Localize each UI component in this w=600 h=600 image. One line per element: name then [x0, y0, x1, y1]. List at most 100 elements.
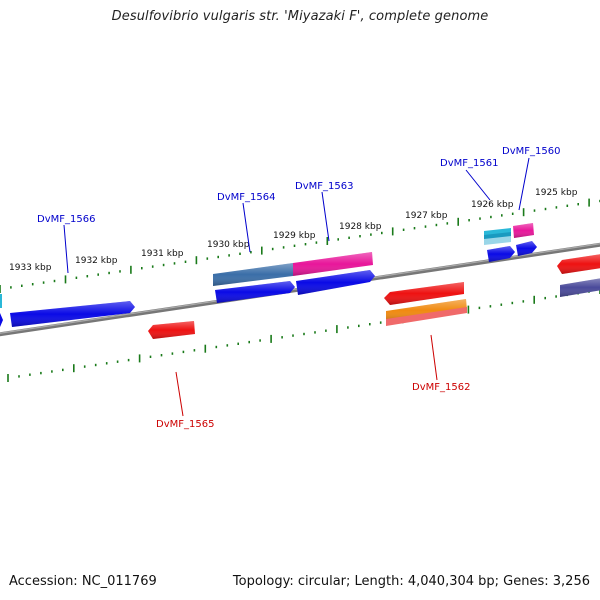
gene-arrow-shade — [296, 270, 375, 295]
minor-tick — [18, 375, 20, 378]
gene-label: DvMF_1564 — [217, 192, 275, 203]
map-title: Desulfovibrio vulgaris str. 'Miyazaki F'… — [111, 9, 489, 24]
minor-tick — [370, 233, 372, 236]
minor-tick — [215, 345, 218, 349]
major-tick — [336, 325, 338, 334]
minor-tick — [478, 306, 481, 310]
major-tick — [0, 285, 1, 293]
leader-line — [430, 334, 438, 381]
gene-arrow-shade — [516, 241, 537, 256]
minor-tick — [446, 222, 449, 225]
accession-text: Accession: NC_011769 — [9, 574, 157, 589]
minor-tick — [325, 329, 327, 332]
scale-label: 1932 kbp — [75, 256, 118, 266]
minor-tick — [337, 238, 339, 241]
minor-tick — [282, 246, 285, 249]
minor-tick — [127, 358, 130, 362]
minor-tick — [116, 360, 119, 363]
minor-tick — [304, 243, 307, 246]
minor-tick — [281, 336, 283, 339]
minor-tick — [40, 371, 42, 375]
leader-line — [242, 202, 251, 253]
gene-arrow — [386, 307, 467, 326]
minor-tick — [149, 355, 152, 358]
gene-arrow-shade — [384, 282, 464, 305]
scale-label: 1928 kbp — [339, 222, 382, 232]
minor-tick — [544, 207, 547, 211]
major-tick — [64, 275, 67, 284]
leader-line — [518, 157, 530, 211]
minor-tick — [522, 300, 525, 303]
minor-tick — [490, 215, 492, 219]
minor-tick — [369, 323, 371, 326]
gene-arrow-shade — [148, 321, 195, 339]
major-tick — [138, 354, 141, 363]
scale-label: 1926 kbp — [471, 200, 514, 210]
major-tick — [195, 256, 198, 265]
major-tick — [270, 334, 272, 343]
minor-tick — [206, 257, 209, 260]
gene-arrow-shade — [487, 246, 515, 262]
scale-label: 1927 kbp — [405, 211, 448, 221]
minor-tick — [94, 363, 97, 367]
minor-tick — [173, 262, 176, 265]
major-tick — [326, 237, 329, 245]
minor-tick — [511, 212, 514, 215]
gene-arrow-shade — [10, 301, 135, 327]
minor-tick — [479, 217, 481, 220]
gene-label: DvMF_1565 — [156, 419, 214, 430]
major-tick — [457, 217, 459, 226]
major-tick — [522, 208, 525, 217]
minor-tick — [62, 368, 64, 372]
minor-tick — [105, 362, 108, 365]
major-tick — [261, 246, 263, 255]
scale-label: 1929 kbp — [273, 231, 316, 241]
gene-label: DvMF_1563 — [295, 181, 353, 192]
major-tick — [533, 295, 535, 304]
minor-tick — [555, 295, 557, 298]
minor-tick — [75, 276, 78, 279]
gene-label: DvMF_1560 — [502, 146, 560, 157]
major-tick — [588, 198, 590, 207]
minor-tick — [555, 206, 558, 209]
scale-label: 1925 kbp — [535, 188, 578, 198]
gene-arrow-shade — [213, 263, 293, 286]
minor-tick — [424, 225, 427, 228]
minor-tick — [53, 279, 56, 283]
major-tick — [7, 374, 9, 382]
minor-tick — [435, 223, 438, 227]
minor-tick — [577, 203, 579, 206]
gene-arrow — [0, 313, 3, 327]
gene-label: DvMF_1561 — [440, 158, 498, 169]
minor-tick — [511, 301, 514, 305]
minor-tick — [86, 275, 89, 278]
minor-tick — [359, 235, 361, 238]
gene-arrow-shade — [293, 252, 373, 276]
minor-tick — [21, 284, 23, 287]
minor-tick — [42, 281, 45, 284]
genome-info-text: Topology: circular; Length: 4,040,304 bp… — [232, 574, 590, 589]
minor-tick — [151, 265, 154, 268]
minor-tick — [271, 247, 274, 251]
minor-tick — [119, 270, 121, 273]
inner-scale-ticks — [7, 286, 600, 382]
gene-label: DvMF_1562 — [412, 382, 470, 393]
minor-tick — [83, 365, 86, 368]
minor-tick — [544, 296, 546, 300]
minor-tick — [315, 241, 318, 244]
major-tick — [467, 305, 470, 314]
major-tick — [391, 227, 394, 236]
gene-arrow — [0, 294, 2, 308]
minor-tick — [381, 231, 383, 235]
minor-tick — [193, 349, 196, 352]
minor-tick — [348, 236, 350, 239]
minor-tick — [160, 354, 163, 357]
leader-line — [175, 371, 184, 417]
minor-tick — [29, 373, 31, 376]
label-leaders — [63, 157, 530, 417]
minor-tick — [468, 219, 470, 222]
major-tick — [73, 364, 75, 373]
minor-tick — [501, 214, 503, 217]
outer-scale-ticks — [0, 198, 600, 293]
